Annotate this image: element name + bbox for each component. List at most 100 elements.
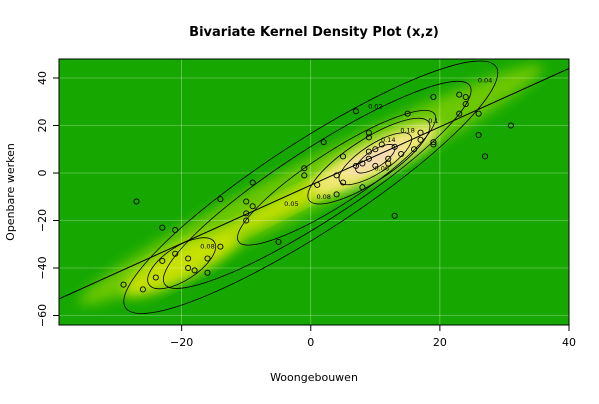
data-point	[340, 153, 347, 160]
data-point	[333, 191, 340, 198]
data-point	[204, 255, 211, 262]
data-point	[152, 274, 159, 281]
contour-ring-1	[162, 80, 472, 289]
contour-ring-6	[147, 237, 217, 290]
regression-line-group	[59, 68, 569, 300]
data-point	[249, 203, 256, 210]
grid-lines	[59, 59, 569, 325]
x-tick-label: 20	[433, 336, 447, 349]
data-point	[185, 255, 192, 262]
y-tick-label: 0	[36, 170, 49, 177]
data-point	[475, 131, 482, 139]
data-point	[185, 264, 192, 272]
data-point	[217, 243, 224, 250]
data-point	[365, 155, 372, 162]
data-point	[391, 212, 398, 219]
data-point	[398, 150, 405, 158]
data-point	[391, 143, 398, 150]
y-tick-label: −20	[36, 209, 49, 232]
chart-title: Bivariate Kernel Density Plot (x,z)	[189, 25, 439, 40]
contour-label: 0.08	[316, 193, 330, 201]
x-tick-label: 0	[307, 336, 314, 349]
data-point	[139, 286, 146, 293]
y-tick-label: 40	[36, 71, 49, 85]
contour-label: 0.08	[200, 243, 214, 251]
data-point	[243, 217, 250, 224]
y-axis: −60 −40 −20 0 20 40	[36, 71, 60, 327]
data-point	[411, 146, 418, 153]
contour-label: 0.14	[381, 136, 395, 144]
data-point	[404, 110, 411, 117]
density-blob-4	[346, 142, 405, 175]
density-surface	[59, 59, 569, 325]
data-point	[301, 172, 308, 179]
data-point	[365, 134, 372, 141]
data-point	[249, 179, 256, 186]
regression-line	[59, 68, 569, 300]
contour-label: 0.04	[478, 76, 492, 84]
data-point	[243, 210, 250, 217]
y-axis-label: Openbare werken	[4, 143, 17, 241]
data-point	[365, 148, 372, 155]
data-point	[320, 139, 327, 146]
x-axis-label: Woongebouwen	[270, 371, 358, 384]
data-point	[120, 281, 127, 288]
contour-ring-4	[338, 132, 413, 186]
contour-ring-5	[355, 144, 396, 174]
data-point	[359, 160, 366, 167]
data-point	[456, 91, 463, 98]
x-axis: −20 0 20 40	[170, 324, 576, 349]
y-tick-label: −40	[36, 256, 49, 279]
data-point	[159, 257, 166, 264]
data-point	[475, 110, 482, 117]
data-point	[301, 165, 308, 172]
data-point	[172, 226, 179, 234]
contour-ring-0	[123, 60, 499, 314]
data-point	[385, 160, 392, 167]
y-tick-label: −60	[36, 304, 49, 327]
contour-label: 0.1	[428, 117, 438, 125]
data-point	[172, 250, 179, 257]
data-point	[430, 139, 437, 146]
data-point	[340, 179, 347, 186]
contour-labels: 0.02 0.04 0.1 0.14 0.18 0.06 0.05 0.08 0.08	[200, 76, 492, 250]
contour-label: 0.05	[284, 200, 298, 208]
data-point	[365, 129, 372, 136]
x-tick-label: 40	[562, 336, 576, 349]
data-point	[333, 172, 340, 179]
data-point	[159, 224, 166, 231]
data-point	[352, 108, 360, 115]
data-point	[359, 184, 366, 191]
data-point	[372, 146, 379, 153]
data-point	[507, 122, 514, 129]
contour-ring-3	[307, 117, 431, 205]
data-point	[275, 238, 282, 245]
data-point	[430, 141, 437, 148]
data-point	[243, 198, 250, 205]
data-point	[417, 136, 424, 143]
data-point	[378, 141, 385, 148]
y-tick-label: 20	[36, 119, 49, 133]
data-point	[482, 153, 489, 160]
data-point	[191, 267, 198, 274]
contour-ring-2	[237, 109, 437, 246]
data-point	[204, 269, 211, 276]
data-point	[417, 129, 424, 136]
data-point	[456, 110, 463, 117]
contour-label: 0.18	[400, 126, 414, 134]
data-point	[372, 162, 379, 169]
x-tick-label: −20	[170, 336, 193, 349]
contour-label: 0.02	[368, 103, 382, 111]
contour-label: 0.06	[375, 164, 389, 172]
data-point	[314, 181, 321, 188]
data-point	[217, 196, 224, 203]
data-point	[462, 101, 469, 108]
data-point	[352, 162, 360, 169]
data-point	[133, 198, 140, 205]
data-point	[430, 93, 437, 101]
density-contours	[123, 60, 499, 314]
scatter-points	[120, 91, 514, 293]
data-point	[462, 93, 469, 101]
